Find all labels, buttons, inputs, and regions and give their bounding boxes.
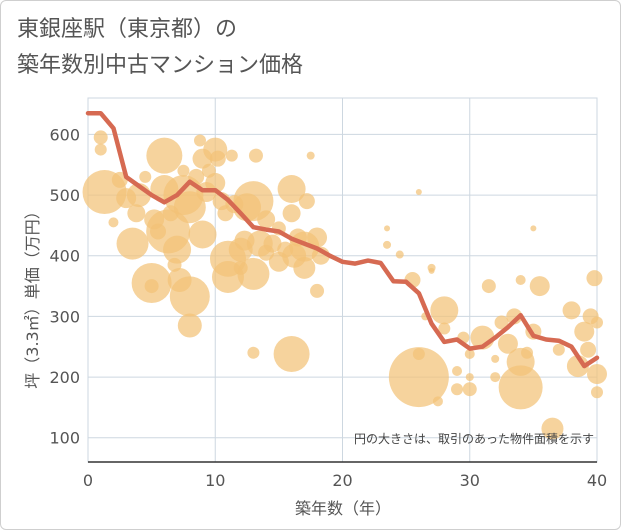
bubble-point bbox=[209, 150, 226, 167]
y-axis-label: 坪（3.3㎡）単価（万円） bbox=[23, 203, 42, 388]
y-tick-label: 400 bbox=[49, 247, 80, 266]
x-tick-label: 0 bbox=[83, 471, 93, 490]
bubble-point bbox=[430, 296, 459, 325]
bubble-point bbox=[173, 191, 206, 224]
y-tick-label: 500 bbox=[49, 186, 80, 205]
title-line-1: 東銀座駅（東京都）の bbox=[17, 17, 238, 42]
bubble-point bbox=[438, 322, 451, 335]
x-tick-label: 30 bbox=[460, 471, 480, 490]
bubble-point bbox=[530, 225, 537, 232]
bubble-point bbox=[116, 227, 149, 260]
bubble-point bbox=[562, 301, 581, 320]
x-tick-label: 40 bbox=[587, 471, 607, 490]
x-tick-label: 20 bbox=[332, 471, 352, 490]
average-price-line bbox=[85, 110, 600, 369]
bubble-point bbox=[108, 217, 119, 228]
bubble-point bbox=[93, 130, 108, 145]
bubble-point bbox=[541, 417, 564, 440]
y-tick-label: 600 bbox=[49, 125, 80, 144]
bubble-point bbox=[586, 270, 603, 287]
bubble-point bbox=[177, 164, 190, 177]
bubble-point bbox=[388, 347, 449, 408]
bubble-point bbox=[193, 134, 206, 147]
bubble-point bbox=[521, 346, 534, 359]
bubble-point bbox=[257, 210, 276, 229]
y-tick-label: 200 bbox=[49, 368, 80, 387]
bubble-size-note: 円の大きさは、取引のあった物件面積を示す bbox=[354, 431, 594, 446]
average-price-line-path bbox=[85, 110, 600, 369]
bubble-point bbox=[566, 355, 589, 378]
bubble-point bbox=[247, 346, 260, 359]
bubble-point bbox=[580, 341, 597, 358]
bubble-point bbox=[497, 333, 518, 354]
bubble-point bbox=[552, 343, 565, 356]
bubble-point bbox=[451, 383, 464, 396]
x-axis-label: 築年数（年） bbox=[295, 499, 391, 518]
bubble-point bbox=[490, 372, 501, 383]
bubble-point bbox=[146, 137, 183, 174]
bubble-point bbox=[494, 315, 509, 330]
bubble-point bbox=[491, 354, 500, 363]
bubble-point bbox=[464, 349, 475, 360]
y-tick-label: 100 bbox=[49, 429, 80, 448]
bubble-point bbox=[298, 193, 315, 210]
bubble-point bbox=[529, 276, 550, 297]
bubble-point bbox=[277, 175, 306, 203]
bubble-point bbox=[169, 276, 210, 317]
bubble-point bbox=[293, 256, 316, 279]
bubble-point bbox=[515, 275, 526, 285]
bubble-point bbox=[248, 148, 263, 163]
y-tick-label: 300 bbox=[49, 307, 80, 326]
bubble-point bbox=[139, 170, 152, 183]
bubble-point bbox=[384, 225, 391, 232]
bubble-point bbox=[591, 316, 603, 329]
bubble-point bbox=[383, 240, 392, 249]
bubble-point bbox=[177, 313, 202, 338]
bubble-point bbox=[307, 227, 328, 248]
bubble-point bbox=[94, 143, 107, 156]
bubble-point bbox=[415, 189, 422, 196]
bubble-point bbox=[465, 373, 474, 382]
x-tick-label: 10 bbox=[205, 471, 225, 490]
bubble-point bbox=[306, 151, 315, 160]
bubble-point bbox=[432, 396, 443, 407]
bubble-point bbox=[310, 283, 325, 298]
bubble-point bbox=[263, 234, 282, 253]
axes: 100 200 300 400 500 600 0 10 20 30 40 bbox=[49, 125, 607, 490]
bubble-point bbox=[205, 172, 226, 193]
bubble-point bbox=[574, 321, 595, 342]
bubble-point bbox=[395, 250, 404, 259]
bubble-point bbox=[144, 279, 159, 294]
bubble-point bbox=[587, 364, 607, 385]
bubble-point bbox=[163, 235, 192, 264]
bubble-point bbox=[127, 204, 146, 223]
bubble-point bbox=[481, 279, 496, 294]
bubble-point bbox=[273, 336, 310, 373]
bubble-series bbox=[82, 130, 607, 440]
bubble-point bbox=[462, 382, 477, 397]
bubble-point bbox=[188, 220, 217, 249]
chart-title: 東銀座駅（東京都）の 築年数別中古マンション価格 bbox=[17, 12, 303, 84]
bubble-point bbox=[452, 366, 463, 376]
bubble-point bbox=[225, 149, 238, 162]
bubble-point bbox=[591, 386, 603, 399]
bubble-point bbox=[498, 365, 543, 410]
bubble-point bbox=[412, 348, 425, 361]
bubble-point bbox=[428, 267, 435, 274]
bubble-point bbox=[237, 257, 270, 290]
bubble-point bbox=[282, 204, 301, 223]
title-line-2: 築年数別中古マンション価格 bbox=[17, 53, 304, 78]
